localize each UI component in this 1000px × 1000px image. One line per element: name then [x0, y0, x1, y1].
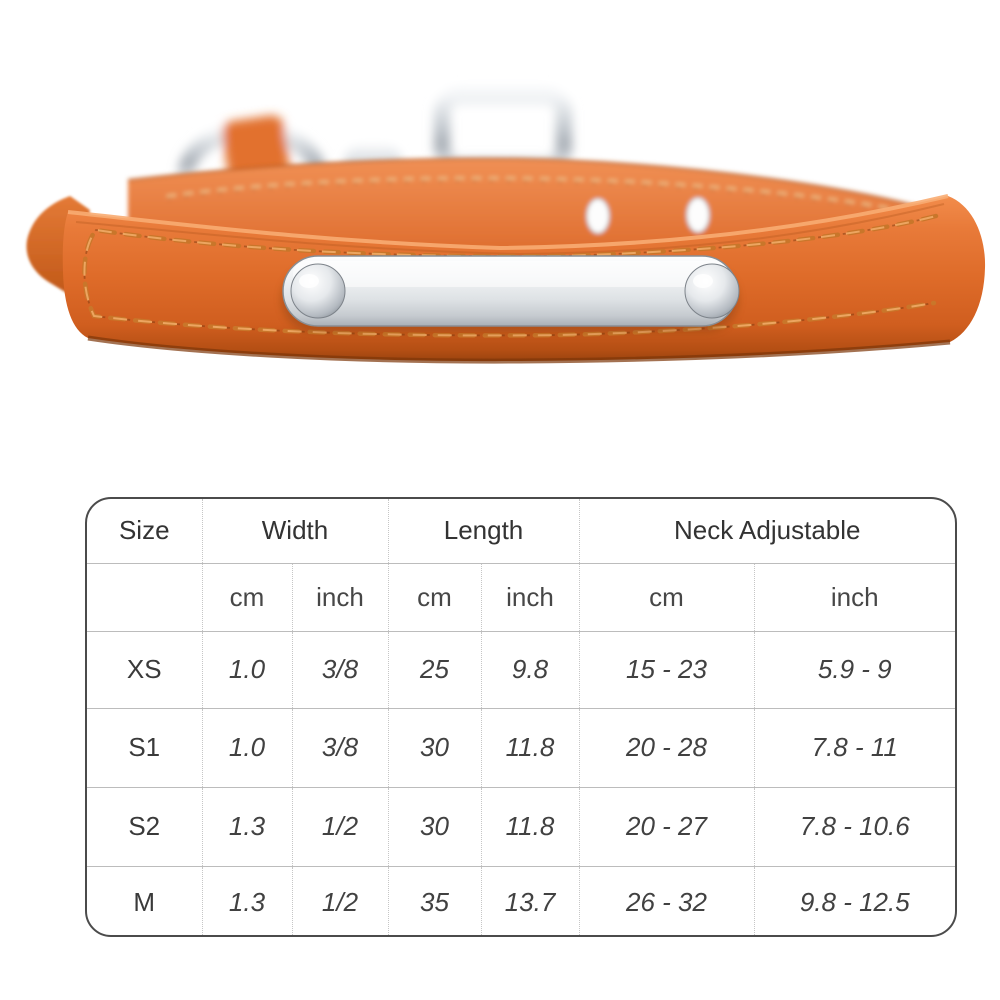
unit-width-inch: inch [291, 562, 388, 631]
buckle-frame-icon [433, 87, 573, 175]
width-inch-value: 3/8 [291, 630, 388, 708]
band-bottom-edge [87, 335, 951, 364]
unit-neck-inch: inch [753, 562, 955, 631]
header-size: Size [118, 515, 170, 546]
nameplate [281, 255, 740, 332]
neck-cm-value: 26 - 32 [578, 865, 754, 935]
header-width: Width [201, 499, 388, 563]
table-row-xs: XS 1.0 3/8 25 9.8 15 - 23 5.9 - 9 [87, 630, 955, 708]
neck-inch-value: 7.8 - 11 [753, 707, 955, 787]
punch-hole [686, 197, 710, 233]
length-cm-value: 25 [387, 630, 481, 708]
width-inch-value: 1/2 [291, 865, 388, 935]
length-cm-value: 30 [387, 707, 481, 787]
length-cm-value: 30 [387, 786, 481, 866]
length-inch-value: 11.8 [480, 786, 579, 866]
nameplate-rivet-icon [684, 263, 740, 319]
length-inch-value: 11.8 [480, 707, 579, 787]
size-table: Size Width Length Neck Adjustable cm inc… [85, 497, 957, 937]
table-row-s2: S2 1.3 1/2 30 11.8 20 - 27 7.8 - 10.6 [87, 786, 955, 866]
neck-inch-value: 5.9 - 9 [753, 630, 955, 708]
size-table-grid: Size Width Length Neck Adjustable cm inc… [87, 499, 955, 935]
neck-inch-value: 9.8 - 12.5 [753, 865, 955, 935]
punch-hole [586, 198, 610, 234]
table-row-m: M 1.3 1/2 35 13.7 26 - 32 9.8 - 12.5 [87, 865, 955, 935]
length-cm-value: 35 [387, 865, 481, 935]
neck-cm-value: 20 - 28 [578, 707, 754, 787]
product-photo [0, 0, 1000, 470]
unit-width-cm: cm [201, 562, 292, 631]
inner-stitch-line [166, 176, 928, 218]
width-cm-value: 1.3 [201, 786, 292, 866]
width-cm-value: 1.0 [201, 707, 292, 787]
size-label: S2 [87, 786, 202, 866]
size-label: XS [87, 630, 202, 708]
unit-length-cm: cm [387, 562, 481, 631]
size-label: M [87, 865, 202, 935]
band-top-highlight [67, 194, 949, 251]
table-units-row: cm inch cm inch cm inch [87, 562, 955, 631]
neck-cm-value: 20 - 27 [578, 786, 754, 866]
neck-cm-value: 15 - 23 [578, 630, 754, 708]
collar-illustration [26, 87, 986, 364]
table-row-s1: S1 1.0 3/8 30 11.8 20 - 28 7.8 - 11 [87, 707, 955, 787]
units-empty-cell [87, 562, 202, 631]
table-header-row: Size Width Length Neck Adjustable [87, 499, 955, 563]
width-inch-value: 3/8 [291, 707, 388, 787]
width-cm-value: 1.3 [201, 865, 292, 935]
length-inch-value: 13.7 [480, 865, 579, 935]
nameplate-rivet-icon [290, 263, 346, 319]
unit-length-inch: inch [480, 562, 579, 631]
header-length: Length [387, 499, 579, 563]
header-neck-adjustable: Neck Adjustable [578, 499, 955, 563]
unit-neck-cm: cm [578, 562, 754, 631]
width-inch-value: 1/2 [291, 786, 388, 866]
width-cm-value: 1.0 [201, 630, 292, 708]
length-inch-value: 9.8 [480, 630, 579, 708]
neck-inch-value: 7.8 - 10.6 [753, 786, 955, 866]
size-label: S1 [87, 707, 202, 787]
